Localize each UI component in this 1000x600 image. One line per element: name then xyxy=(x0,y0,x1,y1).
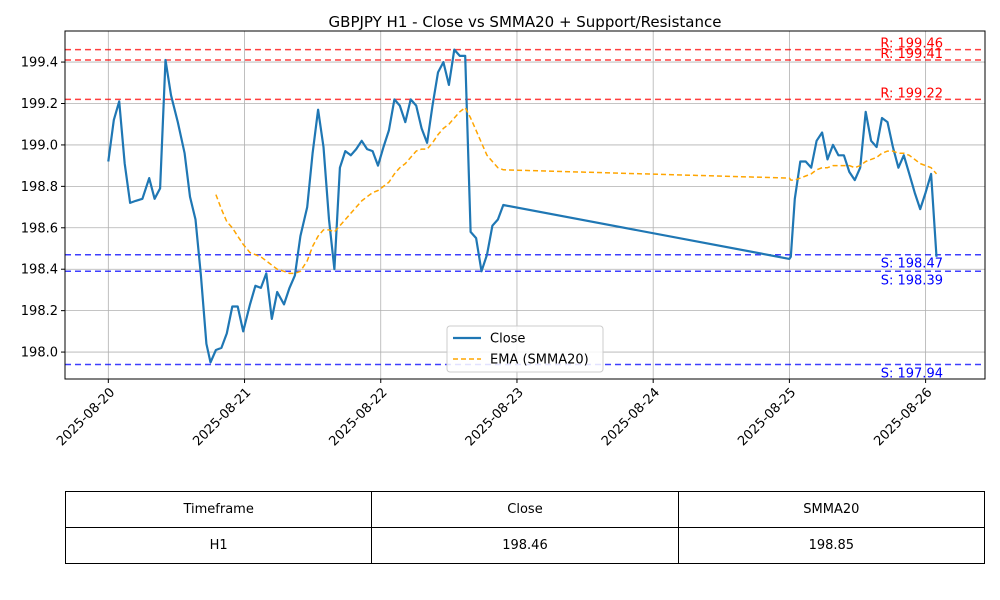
legend-label: EMA (SMMA20) xyxy=(490,353,589,368)
legend-box xyxy=(446,325,604,373)
y-tick-label: 199.0 xyxy=(21,138,58,153)
table-header-cell: Timeframe xyxy=(64,491,373,528)
resistance-level-label: R: 199.41 xyxy=(880,47,943,62)
chart-title: GBPJPY H1 - Close vs SMMA20 + Support/Re… xyxy=(329,13,722,31)
y-tick-label: 199.4 xyxy=(21,56,58,71)
close-price-line xyxy=(107,48,938,364)
table-row: H1 198.46 198.85 xyxy=(64,527,986,564)
series-lines xyxy=(107,48,938,364)
resistance-level-label: R: 199.46 xyxy=(880,37,943,52)
support-level-label: S: 198.47 xyxy=(881,257,943,272)
support-level-label: S: 197.94 xyxy=(881,367,943,382)
chart-svg: GBPJPY H1 - Close vs SMMA20 + Support/Re… xyxy=(21,13,986,449)
support-level-label: S: 198.39 xyxy=(881,273,943,288)
y-tick-label: 198.8 xyxy=(21,180,58,195)
plot-frame xyxy=(64,30,986,380)
table-cell: 198.85 xyxy=(677,527,986,564)
grid-lines xyxy=(65,31,985,379)
smma20-line xyxy=(215,106,938,275)
legend-label: Close xyxy=(490,332,525,347)
y-tick-label: 198.4 xyxy=(21,263,58,278)
table-cell: 198.46 xyxy=(371,527,679,564)
x-tick-label: 2025-08-24 xyxy=(599,385,663,449)
y-tick-label: 199.2 xyxy=(21,97,58,112)
table-header-cell: SMMA20 xyxy=(677,491,986,528)
y-tick-label: 198.0 xyxy=(21,346,58,361)
x-tick-label: 2025-08-25 xyxy=(735,385,799,449)
table-cell: H1 xyxy=(64,527,373,564)
table-header-cell: Close xyxy=(371,491,679,528)
x-tick-label: 2025-08-21 xyxy=(190,385,254,449)
y-tick-label: 198.6 xyxy=(21,221,58,236)
x-tick-label: 2025-08-22 xyxy=(327,385,391,449)
legend: Close EMA (SMMA20) xyxy=(446,325,604,373)
table-header-row: Timeframe Close SMMA20 xyxy=(64,491,986,528)
resistance-level-label: R: 199.22 xyxy=(880,86,943,101)
support-resistance-levels: R: 199.46R: 199.41R: 199.22S: 198.47S: 1… xyxy=(65,37,985,382)
x-tick-label: 2025-08-20 xyxy=(54,385,118,449)
y-tick-label: 198.2 xyxy=(21,304,58,319)
x-tick-label: 2025-08-26 xyxy=(871,385,935,449)
summary-table: Timeframe Close SMMA20 H1 198.46 198.85 xyxy=(64,491,986,564)
x-tick-label: 2025-08-23 xyxy=(463,385,527,449)
